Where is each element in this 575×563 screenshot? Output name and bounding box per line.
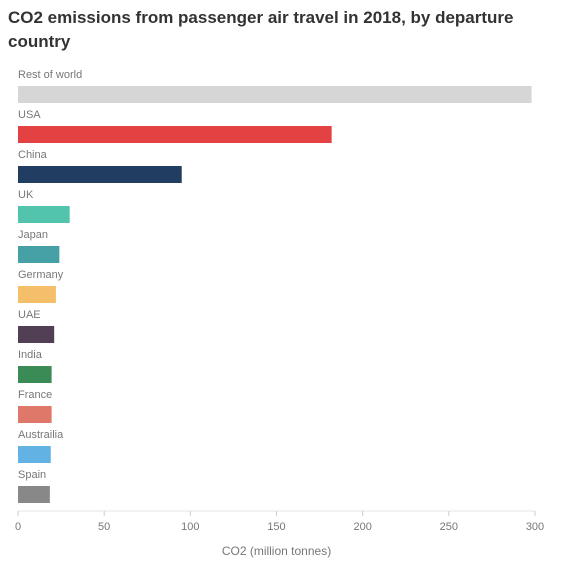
category-label-spain: Spain: [18, 469, 46, 481]
category-label-usa: USA: [18, 109, 41, 121]
x-tick-label: 150: [267, 521, 285, 533]
category-label-germany: Germany: [18, 269, 64, 281]
category-label-uk: UK: [18, 189, 34, 201]
x-tick-label: 200: [353, 521, 371, 533]
bar-france: [18, 406, 52, 423]
x-tick-label: 300: [526, 521, 544, 533]
x-tick-label: 50: [98, 521, 110, 533]
x-tick-label: 250: [440, 521, 458, 533]
bar-usa: [18, 126, 332, 143]
bar-japan: [18, 246, 60, 263]
bar-uk: [18, 206, 70, 223]
bar-india: [18, 366, 52, 383]
bar-china: [18, 166, 182, 183]
bar-rest-of-world: [18, 86, 532, 103]
category-label-austrailia: Austrailia: [18, 429, 64, 441]
category-label-india: India: [18, 349, 43, 361]
bar-austrailia: [18, 446, 51, 463]
bars: [18, 86, 532, 503]
x-axis-ticks: 0 50 100 150 200 250 300: [15, 511, 544, 533]
x-axis-title: CO2 (million tonnes): [222, 544, 331, 558]
bar-germany: [18, 286, 56, 303]
category-label-france: France: [18, 389, 52, 401]
bar-spain: [18, 486, 50, 503]
x-tick-label: 100: [181, 521, 199, 533]
category-label-uae: UAE: [18, 309, 41, 321]
category-label-china: China: [18, 149, 48, 161]
category-label-japan: Japan: [18, 229, 48, 241]
chart-title: CO2 emissions from passenger air travel …: [8, 8, 514, 51]
category-labels: Rest of world USA China UK Japan Germany UAE In…: [18, 69, 82, 481]
bar-uae: [18, 326, 55, 343]
x-tick-label: 0: [15, 521, 21, 533]
category-label-rest-of-world: Rest of world: [18, 69, 82, 81]
